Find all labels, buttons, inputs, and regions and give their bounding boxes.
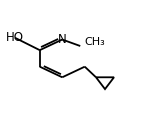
Text: N: N	[58, 33, 67, 46]
Text: CH₃: CH₃	[85, 38, 105, 47]
Text: HO: HO	[6, 31, 24, 44]
